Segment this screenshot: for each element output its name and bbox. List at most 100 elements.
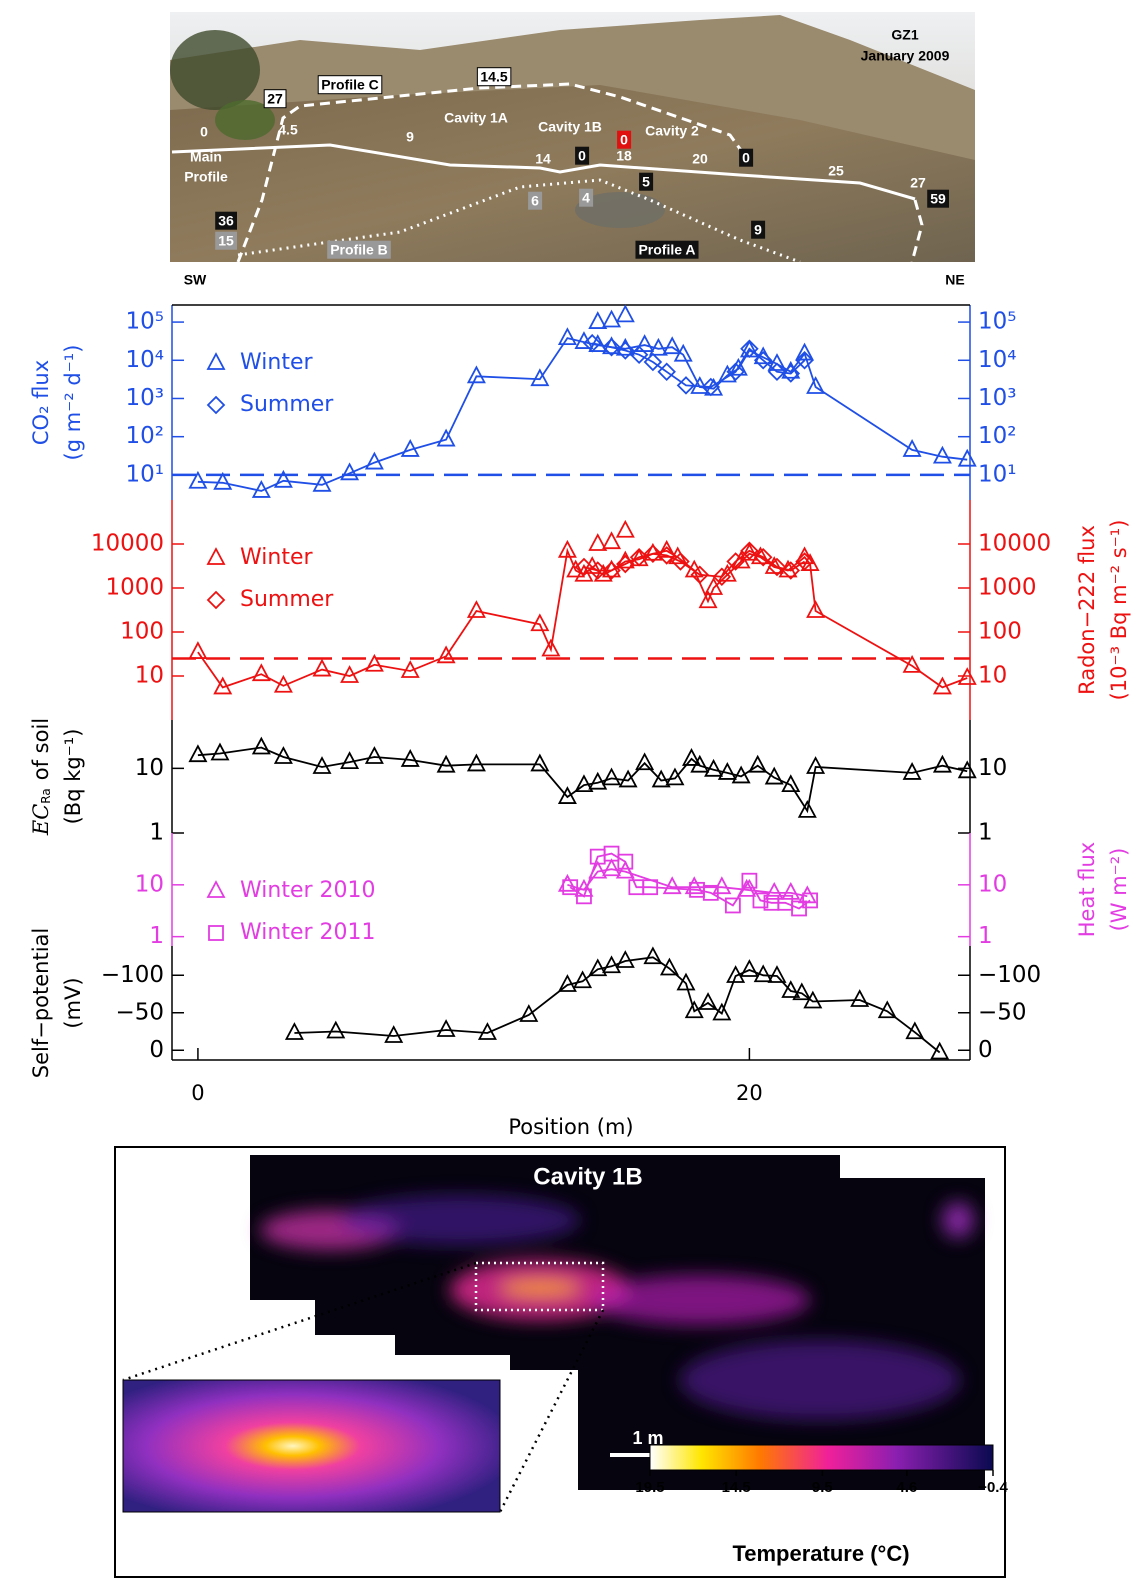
diamond-marker (726, 552, 745, 571)
diamond-marker (767, 362, 787, 382)
triangle-marker (665, 767, 685, 786)
photo-label-text: 4 (582, 190, 590, 206)
diamond-marker (657, 362, 676, 382)
series-line (197, 547, 968, 689)
y-tick-label-right: 10² (978, 423, 1017, 449)
triangle-marker (902, 439, 922, 457)
legend-marker (206, 352, 226, 370)
colorbar (649, 1444, 994, 1471)
triangle-marker (541, 638, 561, 657)
triangle-marker (557, 974, 577, 992)
triangle-marker (792, 982, 812, 1001)
square-marker (617, 853, 634, 870)
y-tick-label-right: 1 (978, 923, 993, 949)
triangle-marker (877, 1000, 897, 1019)
triangle-marker (588, 771, 608, 790)
shrub (215, 100, 275, 140)
colorbar-tick-label: 9.5 (812, 1479, 833, 1496)
photo-label: 0 (617, 130, 632, 149)
diamond-marker (643, 352, 663, 372)
triangle-marker (364, 451, 384, 470)
y-tick-label-right: 100 (978, 619, 1022, 645)
diamond-marker (740, 541, 759, 561)
triangle-marker (213, 676, 233, 695)
photo-label-text: 27 (910, 175, 926, 191)
triangle-marker (530, 753, 550, 772)
legend-marker (206, 590, 226, 610)
triangle-marker (557, 786, 577, 804)
hotspot (340, 1195, 580, 1245)
diamond-marker (657, 546, 676, 565)
triangle-marker (902, 654, 922, 673)
triangle-marker (648, 337, 668, 356)
triangle-marker (615, 304, 635, 323)
legend-marker (206, 547, 226, 565)
triangle-marker (698, 590, 718, 609)
triangle-marker (400, 439, 420, 457)
photo-label: 4.5 (278, 122, 298, 138)
y-axis-label: ECRa of soil (29, 718, 54, 836)
triangle-marker (618, 769, 638, 788)
legend-marker (208, 925, 224, 941)
y-axis-label: CO₂ flux (29, 360, 53, 445)
photo-label-text: 6 (531, 193, 539, 209)
triangle-marker (781, 881, 801, 900)
triangle-marker (602, 767, 622, 786)
triangle-marker (930, 1041, 950, 1060)
diamond-marker (712, 567, 732, 587)
triangle-marker (764, 766, 784, 785)
x-tick-label: 20 (736, 1081, 763, 1105)
triangle-marker (739, 959, 759, 977)
photo-label-text: 0 (578, 148, 586, 164)
triangle-marker (806, 376, 826, 394)
photo-label: 9 (751, 220, 766, 239)
triangle-marker (326, 1020, 346, 1039)
y-tick-label-right: 10⁴ (978, 347, 1017, 373)
photo-label: Cavity 2 (645, 123, 699, 139)
photo-label: 9 (406, 129, 414, 145)
triangle-marker (676, 972, 696, 991)
photo-label-box (263, 89, 287, 109)
photo-label: Profile C (317, 75, 383, 95)
diamond-marker (671, 552, 690, 571)
triangle-marker (698, 992, 718, 1010)
square-marker (791, 900, 807, 917)
y-tick-label-right: 0 (978, 1037, 993, 1063)
photo-label: 15 (215, 231, 237, 250)
diamond-marker (643, 544, 663, 564)
profile-c-end (910, 199, 924, 263)
triangle-marker (436, 754, 456, 773)
photo-label-text: 14 (535, 151, 551, 167)
diamond-marker (616, 554, 635, 574)
profile-c (236, 82, 750, 263)
triangle-marker (635, 752, 655, 771)
panel: 1 1 10 10 ECRa of soil (Bq kg⁻¹) (29, 718, 1008, 846)
diamond-marker (781, 364, 801, 383)
triangle-marker (651, 769, 671, 788)
triangle-marker (902, 762, 922, 780)
triangle-marker (251, 663, 271, 682)
photo-label-box (639, 172, 654, 191)
photo-label: 5 (639, 172, 654, 191)
thermal-title: Cavity 1B (533, 1163, 642, 1190)
hotspot (590, 1275, 810, 1325)
photo-label: 0 (575, 146, 590, 165)
diamond-marker (781, 561, 801, 580)
photo-label: 18 (616, 148, 632, 164)
triangle-marker (643, 946, 663, 965)
triangle-marker (251, 736, 271, 755)
photo-label-box (528, 191, 543, 210)
photo-label-text: Profile C (321, 77, 379, 93)
triangle-marker (588, 533, 608, 551)
colorbar-tick-label: 14.5 (722, 1479, 751, 1496)
triangle-marker (588, 958, 608, 977)
photo-label-box (476, 67, 512, 87)
triangle-marker (251, 480, 271, 498)
square-marker (702, 884, 719, 901)
photo-label: 14.5 (476, 67, 512, 87)
legend-label: Winter (240, 350, 313, 375)
y-tick-label-right: 10¹ (978, 461, 1017, 487)
triangle-marker (273, 469, 293, 488)
triangle-marker (957, 667, 977, 685)
